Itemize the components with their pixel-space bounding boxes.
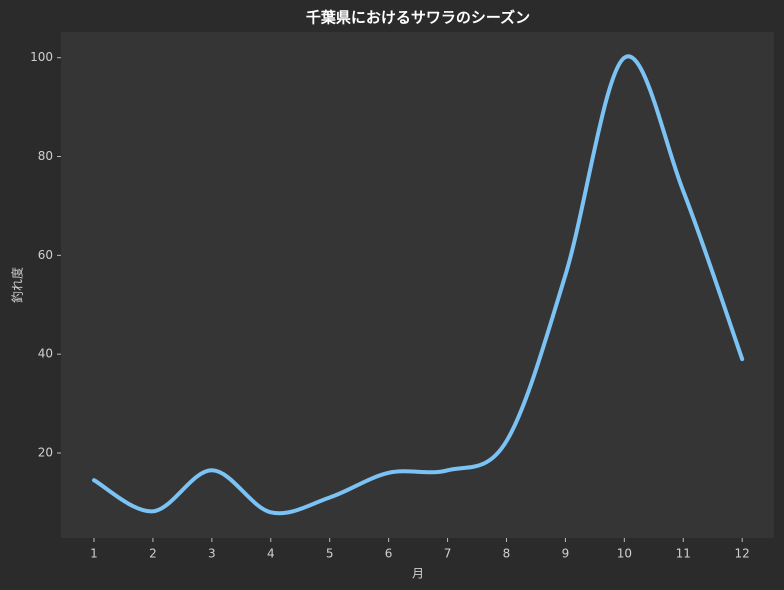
- line: [91, 54, 745, 516]
- x-tick-label: 11: [676, 547, 691, 561]
- chart-title: 千葉県におけるサワラのシーズン: [306, 9, 530, 27]
- x-tick-label: 10: [617, 547, 632, 561]
- y-axis-label: 釣れ度: [10, 267, 25, 303]
- x-tick-label: 7: [444, 547, 452, 561]
- x-tick-label: 6: [385, 547, 393, 561]
- y-tick-label: 20: [38, 446, 53, 460]
- y-tick-label: 80: [38, 149, 53, 163]
- x-axis-label: 月: [412, 567, 424, 581]
- x-tick-label: 2: [149, 547, 157, 561]
- x-tick-label: 1: [90, 547, 98, 561]
- plot-area: [61, 32, 774, 538]
- x-tick-label: 8: [503, 547, 511, 561]
- y-tick-label: 40: [38, 347, 53, 361]
- x-tick-label: 9: [562, 547, 570, 561]
- y-tick-label: 60: [38, 248, 53, 262]
- y-tick-label: 100: [30, 50, 53, 64]
- x-tick-label: 3: [208, 547, 216, 561]
- x-tick-label: 12: [735, 547, 750, 561]
- x-tick-label: 5: [326, 547, 334, 561]
- x-tick-label: 4: [267, 547, 275, 561]
